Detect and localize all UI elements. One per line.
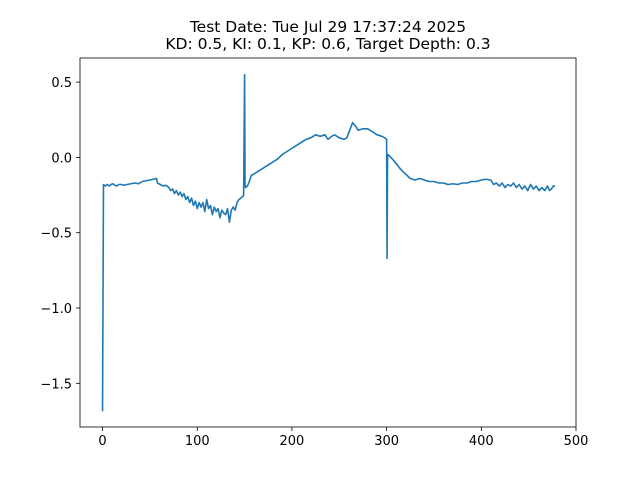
x-tick-label: 500 xyxy=(564,434,589,449)
x-axis: 0 100 200 300 400 500 xyxy=(98,427,588,449)
y-tick-label: 0.5 xyxy=(51,76,72,91)
x-tick-label: 400 xyxy=(469,434,494,449)
series-line-0 xyxy=(101,73,556,412)
y-tick-label: 0.0 xyxy=(51,151,72,166)
x-tick-label: 200 xyxy=(280,434,305,449)
y-tick-label: −1.0 xyxy=(40,302,72,317)
y-axis: 0.5 0.0 −0.5 −1.0 −1.5 xyxy=(40,76,80,392)
y-tick-label: −0.5 xyxy=(40,227,72,242)
plot-area xyxy=(101,73,556,412)
x-tick-label: 100 xyxy=(185,434,210,449)
chart-title: Test Date: Tue Jul 29 17:37:24 2025 xyxy=(189,18,466,36)
x-tick-label: 300 xyxy=(374,434,399,449)
y-tick-label: −1.5 xyxy=(40,377,72,392)
chart-subtitle: KD: 0.5, KI: 0.1, KP: 0.6, Target Depth:… xyxy=(165,35,490,53)
x-tick-label: 0 xyxy=(98,434,106,449)
axes-frame xyxy=(79,57,577,428)
